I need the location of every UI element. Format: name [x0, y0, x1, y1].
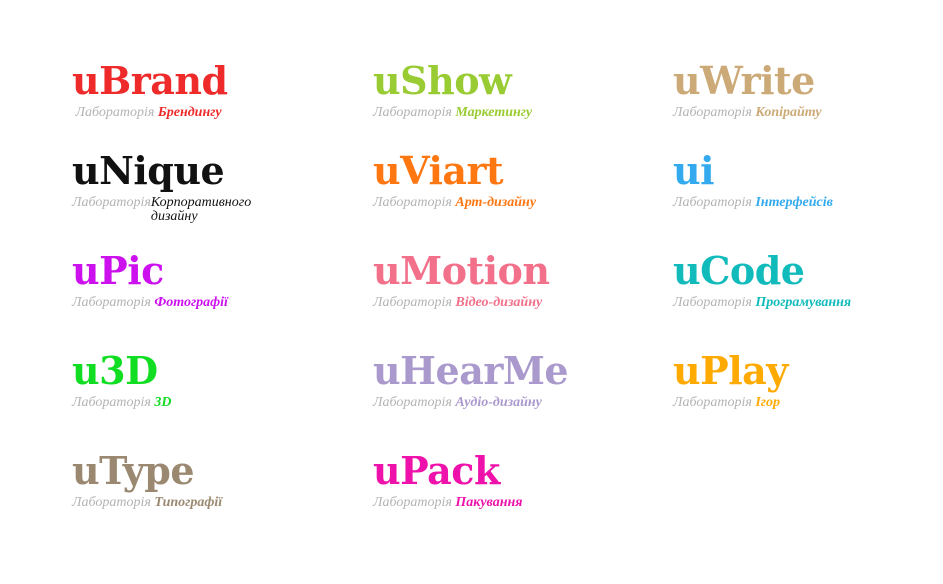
- brand-uplay[interactable]: uPlay Лабораторія Ігор: [673, 352, 943, 410]
- lab-prefix: Лабораторія: [72, 495, 151, 510]
- brand-specialty: Інтерфейсів: [755, 195, 833, 210]
- brand-specialty: Маркетингу: [455, 105, 533, 120]
- brand-title: uCode: [673, 248, 805, 293]
- brand-ubrand[interactable]: uBrand Лабораторія Брендингу: [72, 62, 342, 120]
- brand-title: uPlay: [673, 348, 788, 393]
- lab-prefix: Лабораторія: [673, 395, 752, 410]
- brand-u3d[interactable]: u3D Лабораторія 3D: [72, 352, 342, 410]
- brand-subtitle: Лабораторія Пакування: [373, 496, 643, 510]
- brand-unique[interactable]: uNique ЛабораторіяКорпоративного дизайну: [72, 152, 342, 224]
- lab-prefix: Лабораторія: [673, 195, 752, 210]
- brand-title: uShow: [373, 58, 512, 103]
- brand-upic[interactable]: uPic Лабораторія Фотографії: [72, 252, 342, 310]
- brand-title: uNique: [72, 148, 225, 193]
- brand-subtitle: Лабораторія 3D: [72, 396, 342, 410]
- lab-prefix: Лабораторія: [373, 195, 452, 210]
- lab-prefix: Лабораторія: [72, 395, 151, 410]
- lab-prefix: Лабораторія: [373, 295, 452, 310]
- brand-ushow[interactable]: uShow Лабораторія Маркетингу: [373, 62, 643, 120]
- brand-title: uBrand: [72, 58, 228, 103]
- brand-title: uViart: [373, 148, 504, 193]
- brand-specialty: Типографії: [154, 495, 223, 510]
- brand-utype[interactable]: uType Лабораторія Типографії: [72, 452, 342, 510]
- brand-title: uPack: [373, 448, 500, 493]
- brand-ui[interactable]: ui Лабораторія Інтерфейсів: [673, 152, 943, 210]
- brand-subtitle: Лабораторія Фотографії: [72, 296, 342, 310]
- brand-title: uMotion: [373, 248, 550, 293]
- brand-ucode[interactable]: uCode Лабораторія Програмування: [673, 252, 943, 310]
- brand-specialty: Брендингу: [157, 105, 222, 120]
- lab-prefix: Лабораторія: [673, 105, 752, 120]
- brand-uwrite[interactable]: uWrite Лабораторія Копірайту: [673, 62, 943, 120]
- lab-prefix: Лабораторія: [673, 295, 752, 310]
- brand-title: ui: [673, 148, 715, 193]
- brand-subtitle: Лабораторія Копірайту: [673, 106, 943, 120]
- brand-specialty: 3D: [154, 395, 172, 410]
- brand-uhearme[interactable]: uHearMe Лабораторія Аудіо-дизайну: [373, 352, 643, 410]
- brand-specialty: Пакування: [455, 495, 523, 510]
- brand-title: u3D: [72, 348, 158, 393]
- brand-subtitle: Лабораторія Брендингу: [72, 106, 342, 120]
- brand-title: uHearMe: [373, 348, 569, 393]
- brand-specialty: Арт-дизайну: [455, 195, 537, 210]
- brand-specialty: Відео-дизайну: [455, 295, 543, 310]
- brand-specialty: Фотографії: [154, 295, 228, 310]
- brand-umotion[interactable]: uMotion Лабораторія Відео-дизайну: [373, 252, 643, 310]
- brand-subtitle: Лабораторія Аудіо-дизайну: [373, 396, 643, 410]
- brand-title: uWrite: [673, 58, 815, 103]
- brand-uviart[interactable]: uViart Лабораторія Арт-дизайну: [373, 152, 643, 210]
- brand-specialty: Аудіо-дизайну: [455, 395, 542, 410]
- brand-subtitle: ЛабораторіяКорпоративного дизайну: [72, 196, 342, 224]
- brand-title: uType: [72, 448, 195, 493]
- lab-prefix: Лабораторія: [72, 195, 151, 210]
- lab-prefix: Лабораторія: [72, 295, 151, 310]
- lab-prefix: Лабораторія: [75, 105, 155, 120]
- brand-subtitle: Лабораторія Відео-дизайну: [373, 296, 643, 310]
- brand-specialty: Копірайту: [755, 105, 822, 120]
- brand-subtitle: Лабораторія Маркетингу: [373, 106, 643, 120]
- brand-subtitle: Лабораторія Інтерфейсів: [673, 196, 943, 210]
- brand-specialty: Програмування: [755, 295, 852, 310]
- brand-specialty: Ігор: [755, 395, 780, 410]
- brand-subtitle: Лабораторія Типографії: [72, 496, 342, 510]
- lab-prefix: Лабораторія: [373, 105, 452, 120]
- lab-prefix: Лабораторія: [373, 395, 452, 410]
- brand-subtitle: Лабораторія Ігор: [673, 396, 943, 410]
- brand-subtitle: Лабораторія Програмування: [673, 296, 943, 310]
- brand-title: uPic: [72, 248, 164, 293]
- brand-upack[interactable]: uPack Лабораторія Пакування: [373, 452, 643, 510]
- lab-prefix: Лабораторія: [373, 495, 452, 510]
- brand-specialty: Корпоративного дизайну: [150, 195, 252, 224]
- brand-subtitle: Лабораторія Арт-дизайну: [373, 196, 643, 210]
